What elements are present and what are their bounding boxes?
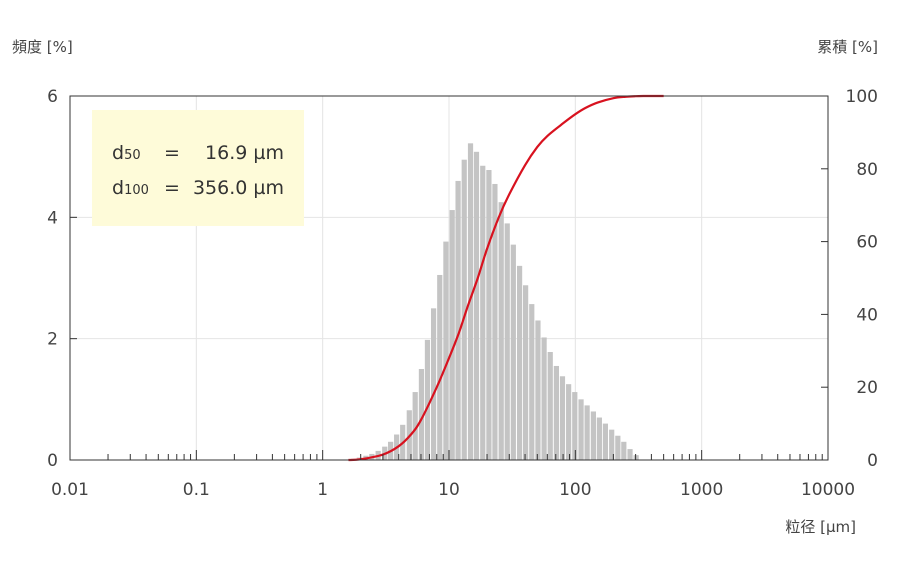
y-left-tick-labels: 0 2 4 6	[47, 87, 58, 471]
x-axis-title: 粒径 [µm]	[785, 518, 856, 536]
frequency-bar	[498, 202, 504, 460]
frequency-bar	[455, 180, 461, 460]
x-tick-label: 10	[438, 480, 460, 500]
x-tick-label: 1	[317, 480, 328, 500]
x-tick-label: 1000	[680, 480, 723, 500]
frequency-bar	[621, 441, 627, 460]
annotation-d50: d50	[112, 142, 141, 164]
frequency-bar	[609, 429, 615, 460]
y-left-axis-title: 頻度 [%]	[12, 38, 73, 56]
y-left-tick-label: 0	[47, 451, 58, 471]
y-right-tick-labels: 0 20 40 60 80 100	[846, 87, 878, 471]
frequency-bar	[529, 304, 535, 460]
d100-value: 356.0 µm	[193, 177, 284, 199]
x-tick-labels: 0.01 0.1 1 10 100 1000 10000	[51, 480, 855, 500]
frequency-bar	[578, 399, 584, 460]
frequency-bar	[430, 308, 437, 460]
frequency-bar	[541, 337, 547, 460]
frequency-bar	[615, 435, 621, 460]
y-right-tick-label: 80	[856, 160, 878, 180]
frequency-bar	[559, 376, 566, 460]
minor-ticks	[107, 454, 823, 460]
frequency-bar	[504, 223, 510, 460]
annotation-d100: d100	[112, 177, 149, 199]
x-tick-label: 0.01	[51, 480, 89, 500]
frequency-bar	[516, 265, 523, 460]
x-tick-label: 0.1	[183, 480, 210, 500]
frequency-bar	[633, 455, 639, 460]
x-tick-label: 100	[559, 480, 591, 500]
cumulative-curve-layer	[348, 94, 664, 462]
y-left-tick-label: 6	[47, 87, 58, 107]
major-ticks	[69, 95, 829, 461]
frequency-bar	[437, 274, 443, 460]
frequency-bar	[492, 183, 498, 460]
frequency-bar	[596, 417, 602, 460]
frequency-bar	[535, 320, 541, 460]
frequency-bar	[480, 165, 486, 460]
y-right-tick-label: 0	[867, 451, 878, 471]
y-left-tick-label: 2	[47, 330, 58, 350]
d50-label: d	[112, 142, 124, 164]
cumulative-curve	[348, 94, 664, 462]
d50-equals: =	[164, 142, 180, 164]
frequency-bar	[473, 151, 480, 460]
frequency-bar	[572, 392, 578, 460]
frequency-bar	[486, 170, 492, 460]
frequency-bar	[590, 411, 597, 460]
frequency-bar	[412, 392, 418, 460]
frequency-bar	[547, 352, 553, 460]
frequency-bars	[350, 143, 639, 460]
y-right-tick-label: 60	[856, 233, 878, 253]
y-right-tick-label: 40	[856, 305, 878, 325]
frequency-bar	[449, 210, 455, 460]
y-right-tick-label: 100	[846, 87, 878, 107]
frequency-bar	[627, 449, 633, 460]
frequency-bar	[566, 384, 572, 460]
y-left-tick-label: 4	[47, 208, 58, 228]
frequency-bar	[584, 405, 590, 460]
annotation-box: d50 = 16.9 µm d100 = 356.0 µm	[92, 110, 304, 226]
annotation-background	[92, 110, 304, 226]
d100-equals: =	[164, 177, 180, 199]
frequency-bar	[443, 241, 449, 460]
frequency-bar	[418, 369, 425, 460]
frequency-bar	[461, 159, 467, 460]
y-right-axis-title: 累積 [%]	[817, 38, 878, 56]
frequency-bar	[553, 365, 559, 460]
frequency-bar	[424, 339, 431, 460]
frequency-bar	[523, 285, 529, 460]
d50-value: 16.9 µm	[205, 142, 284, 164]
d100-subscript: 100	[124, 183, 149, 198]
frequency-bar	[510, 244, 516, 460]
frequency-bar	[602, 423, 609, 460]
x-tick-label: 10000	[801, 480, 855, 500]
y-right-tick-label: 20	[856, 378, 878, 398]
d100-label: d	[112, 177, 124, 199]
d50-subscript: 50	[124, 148, 141, 163]
